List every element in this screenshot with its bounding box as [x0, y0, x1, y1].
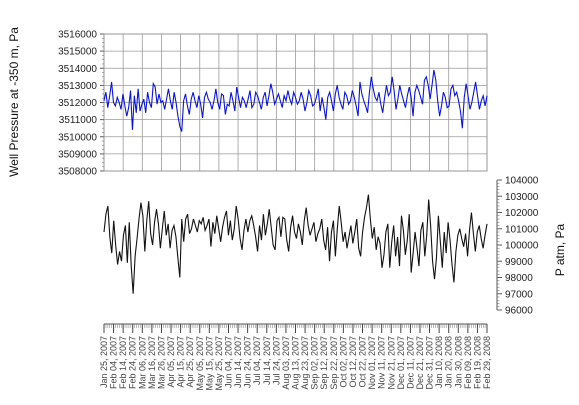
- well-pressure-y-tick-label: 3509000: [58, 149, 97, 160]
- well-pressure-y-tick-label: 3510000: [58, 132, 97, 143]
- date-axis-label: May 15, 2007: [204, 336, 214, 391]
- well-pressure-y-tick-label: 3515000: [58, 47, 97, 58]
- atmospheric-pressure-series-line: [103, 194, 488, 294]
- date-axis-label: Jan 25, 2007: [99, 336, 109, 388]
- date-axis-label: Nov 21, 2007: [386, 336, 396, 390]
- date-axis-label: Sep 02, 2007: [310, 336, 320, 390]
- date-axis-label: Oct 02, 2007: [338, 336, 348, 388]
- well-pressure-y-tick-label: 3516000: [58, 30, 97, 41]
- date-axis-label: Dec 21, 2007: [415, 336, 425, 390]
- well-pressure-series-line: [103, 69, 488, 132]
- atmospheric-pressure-y-tick-label: 99000: [505, 257, 533, 268]
- date-axis-label: Dec 11, 2007: [405, 336, 415, 389]
- date-axis-label: Sep 12, 2007: [319, 336, 329, 390]
- atmospheric-pressure-y-axis: 96000 97000 98000 99000 100000 101000 102000 10…: [497, 176, 539, 317]
- date-axis-label: Nov 11, 2007: [377, 336, 387, 389]
- date-axis-label: Mar 16, 2007: [147, 336, 157, 389]
- date-axis-label: Jun 24, 2007: [243, 336, 253, 388]
- date-axis-label: Feb 24, 2007: [128, 336, 138, 389]
- date-axis-label: Mar 26, 2007: [156, 336, 166, 389]
- atmospheric-pressure-y-tick-label: 102000: [505, 208, 539, 219]
- date-axis-labels: Jan 25, 2007 Feb 04, 2007 Feb 14, 2007 Feb …: [99, 324, 492, 391]
- date-axis-label: Sep 22, 2007: [329, 336, 339, 390]
- well-pressure-y-tick-label: 3508000: [58, 167, 97, 178]
- well-pressure-y-axis: 3508000 3509000 3510000 3511000 3512000 35130…: [58, 30, 104, 178]
- date-axis-label: Feb 14, 2007: [118, 336, 128, 389]
- date-axis-label: Oct 12, 2007: [348, 336, 358, 388]
- date-axis-label: Jan 10, 2008: [434, 336, 444, 388]
- date-axis-label: May 05, 2007: [195, 336, 205, 391]
- date-axis-label: Dec 31, 2007: [425, 336, 435, 390]
- well-pressure-axis-title: Well Pressure at -350 m, Pa: [7, 27, 21, 177]
- date-axis-label: Feb 09, 2008: [463, 336, 473, 389]
- atmospheric-pressure-y-tick-label: 101000: [505, 224, 539, 235]
- date-axis-label: Apr 25, 2007: [185, 336, 195, 388]
- date-axis-label: Jul 04, 2007: [252, 336, 262, 385]
- atmospheric-pressure-y-tick-label: 98000: [505, 273, 533, 284]
- well-pressure-y-tick-label: 3514000: [58, 64, 97, 75]
- atmospheric-pressure-panel: 96000 97000 98000 99000 100000 101000 102000 10…: [103, 176, 567, 317]
- date-axis-label: Aug 23, 2007: [300, 336, 310, 390]
- well-pressure-panel: 3508000 3509000 3510000 3511000 3512000 35130…: [7, 27, 488, 178]
- date-axis-label: Oct 22, 2007: [358, 336, 368, 388]
- well-pressure-y-tick-label: 3512000: [58, 98, 97, 109]
- atmospheric-pressure-y-tick-label: 103000: [505, 192, 539, 203]
- date-axis-label: Aug 13, 2007: [291, 336, 301, 390]
- date-axis-label: Apr 05, 2007: [166, 336, 176, 388]
- date-axis-label: Feb 04, 2007: [109, 336, 119, 389]
- date-axis: Jan 25, 2007 Feb 04, 2007 Feb 14, 2007 Feb …: [99, 323, 492, 391]
- well-pressure-y-tick-label: 3511000: [59, 115, 98, 126]
- date-axis-label: Jun 04, 2007: [223, 336, 233, 388]
- date-axis-label: Apr 15, 2007: [176, 336, 186, 388]
- date-axis-label: Jan 20, 2008: [444, 336, 454, 388]
- well-pressure-y-tick-label: 3513000: [58, 81, 97, 92]
- date-axis-label: Jul 14, 2007: [262, 336, 272, 385]
- date-axis-label: May 25, 2007: [214, 336, 224, 391]
- date-axis-label: Mar 06, 2007: [137, 336, 147, 389]
- date-axis-label: Dec 01, 2007: [396, 336, 406, 390]
- atmospheric-pressure-y-tick-label: 96000: [505, 306, 533, 317]
- atmospheric-pressure-y-tick-label: 97000: [505, 289, 533, 300]
- date-axis-label: Jul 24, 2007: [271, 336, 281, 385]
- atmospheric-pressure-axis-title: P atm, Pa: [553, 223, 567, 276]
- atmospheric-pressure-y-tick-label: 104000: [505, 176, 539, 187]
- atmospheric-pressure-y-tick-label: 100000: [505, 241, 539, 252]
- date-axis-label: Aug 03, 2007: [281, 336, 291, 390]
- date-axis-label: Feb 19, 2008: [472, 336, 482, 389]
- date-axis-label: Nov 01, 2007: [367, 336, 377, 390]
- date-axis-label: Jan 30, 2008: [453, 336, 463, 388]
- date-axis-label: Jun 14, 2007: [233, 336, 243, 388]
- date-axis-label: Feb 29, 2008: [482, 336, 492, 389]
